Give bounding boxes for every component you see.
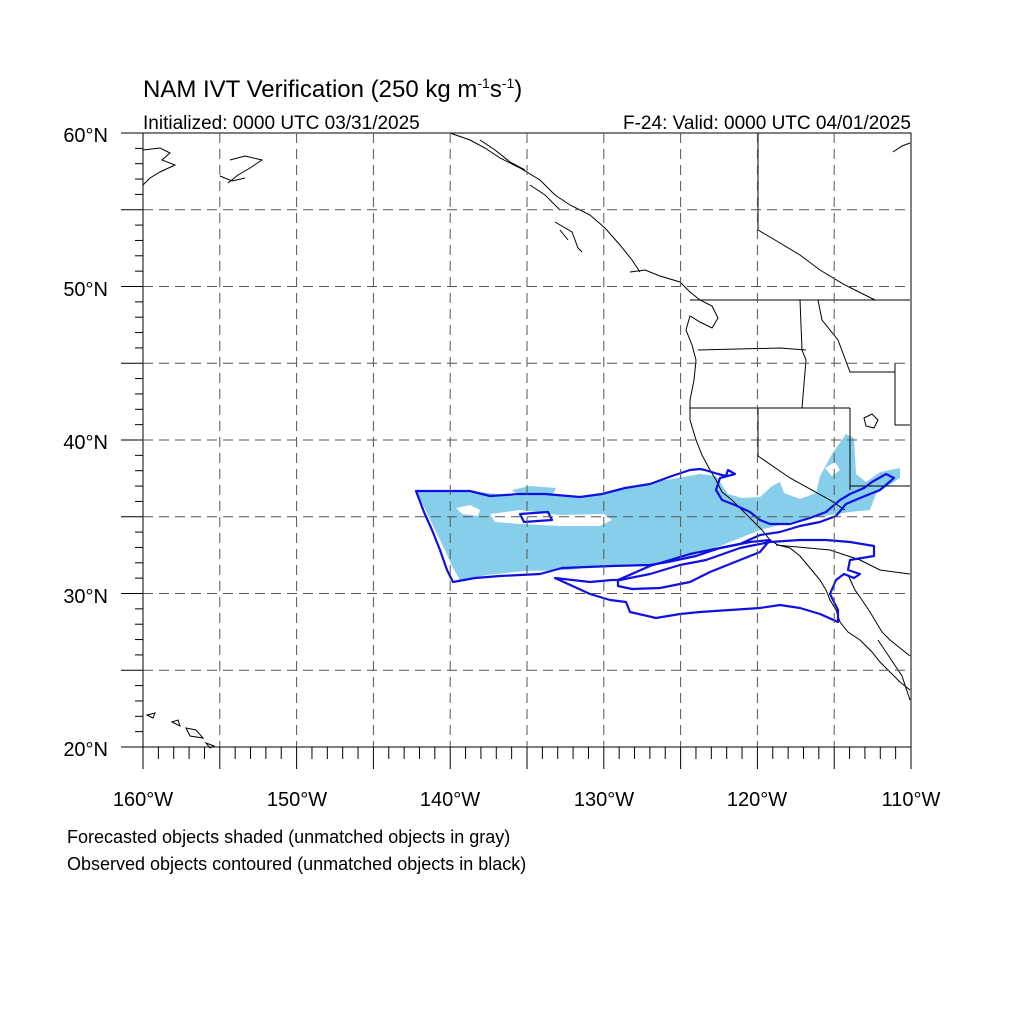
az-mexico-border [775,544,911,575]
title-exp1: -1 [477,75,490,91]
lat-label-50n: 50°N [63,279,108,301]
ne-corner-coast [892,142,911,153]
latitude-labels: 60°N 50°N 40°N 30°N 20°N [63,125,108,761]
wy-border [894,363,910,426]
hawaii-islands [145,712,216,749]
great-salt-lake [863,413,879,429]
title-main: NAM IVT Verification (250 kg m [143,76,477,103]
observed-ivt-object-outer [414,467,896,584]
caption-observed: Observed objects contoured (unmatched ob… [67,854,526,874]
map-title: NAM IVT Verification (250 kg m-1s-1) [143,75,522,103]
longitude-labels: 160°W 150°W 140°W 130°W 120°W 110°W [113,789,941,811]
title-s: s [490,76,502,103]
alaska-panhandle-coast [449,132,641,273]
canada-interior-line [757,133,876,301]
observed-ivt-object-inner [616,538,772,591]
baja-gulf-coast [847,574,911,657]
mt-border [817,299,895,373]
lon-label-140w: 140°W [420,789,480,811]
lon-label-120w: 120°W [727,789,787,811]
mexico-mainland-coast [877,639,911,701]
lon-label-110w: 110°W [882,789,941,811]
alaska-coast [142,147,264,186]
forecast-ivt-object [416,434,900,580]
axis-ticks [121,132,912,769]
lon-label-160w: 160°W [113,789,173,811]
title-close: ) [514,76,522,103]
lat-label-40n: 40°N [63,432,108,454]
valid-time-label: F-24: Valid: 0000 UTC 04/01/2025 [623,113,911,134]
bc-coast [629,269,719,346]
forecast-objects [416,434,900,580]
lat-label-20n: 20°N [63,739,108,761]
wa-or-border [697,347,807,351]
title-exp2: -1 [502,75,515,91]
lat-label-30n: 30°N [63,586,108,608]
lat-label-60n: 60°N [63,125,108,147]
lon-label-130w: 130°W [574,789,634,811]
graticule [143,133,911,747]
caption-forecast: Forecasted objects shaded (unmatched obj… [67,827,510,847]
idaho-border [799,299,807,409]
lon-label-150w: 150°W [267,789,327,811]
observed-small-loop [518,510,554,524]
init-time-label: Initialized: 0000 UTC 03/31/2025 [143,113,420,134]
